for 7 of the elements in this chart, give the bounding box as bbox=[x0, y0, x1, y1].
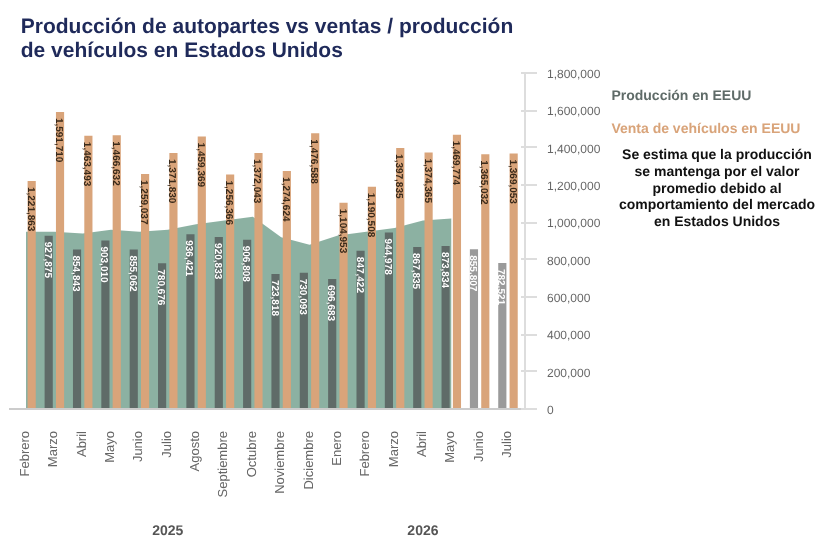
bar bbox=[169, 152, 178, 409]
bar bbox=[271, 273, 280, 409]
bar bbox=[356, 250, 365, 409]
bar bbox=[339, 202, 348, 409]
chart-title: Producción de autopartes vs ventas / producción de vehículos en Estados Unidos bbox=[20, 15, 514, 63]
bar bbox=[186, 234, 195, 409]
bar bbox=[254, 152, 263, 409]
